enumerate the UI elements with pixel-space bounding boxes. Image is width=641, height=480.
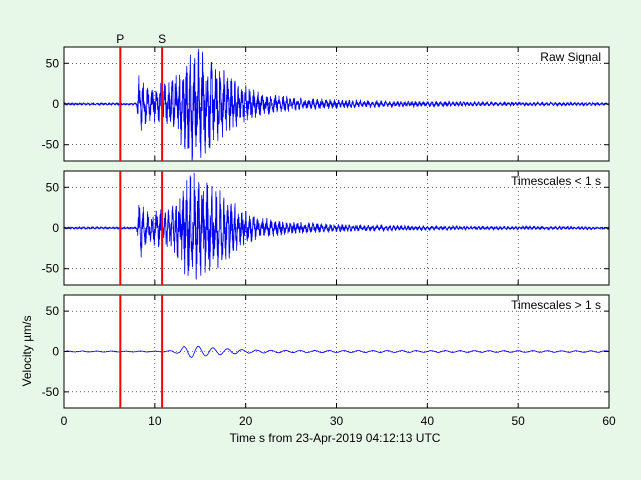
waveform-trace [63,172,610,280]
panel-title: Timescales < 1 s [511,174,601,188]
y-tick-label: 0 [52,97,59,111]
y-tick-label: -50 [42,262,60,276]
x-tick-label: 20 [239,414,253,428]
y-tick-label: -50 [42,138,60,152]
phase-marker-label: S [158,32,166,46]
x-tick-label: 50 [511,414,525,428]
phase-marker-label: P [116,32,124,46]
x-tick-label: 10 [148,414,162,428]
y-tick-label: 0 [52,345,59,359]
y-tick-label: 0 [52,221,59,235]
x-tick-label: 30 [330,414,344,428]
panel-1: 50 0 -50 Raw Signal [42,46,610,162]
y-tick-label: -50 [42,385,60,399]
y-tick-label: 50 [46,304,60,318]
x-tick-label: 0 [61,414,68,428]
y-axis-label: Velocity µm/s [20,316,34,387]
panel-title: Raw Signal [540,50,601,64]
waveform-trace [63,345,610,358]
x-axis-label: Time s from 23-Apr-2019 04:12:13 UTC [230,431,441,445]
waveform-trace [63,48,610,161]
panel-3: 50 0 -50 0 10 20 30 40 50 60 Timescales > 1 s [42,294,616,428]
y-tick-label: 50 [46,180,60,194]
panel-2: 50 0 -50 Timescales < 1 s [42,170,610,286]
panel-title: Timescales > 1 s [511,298,601,312]
x-tick-label: 40 [421,414,435,428]
x-tick-label: 60 [602,414,616,428]
y-tick-label: 50 [46,56,60,70]
